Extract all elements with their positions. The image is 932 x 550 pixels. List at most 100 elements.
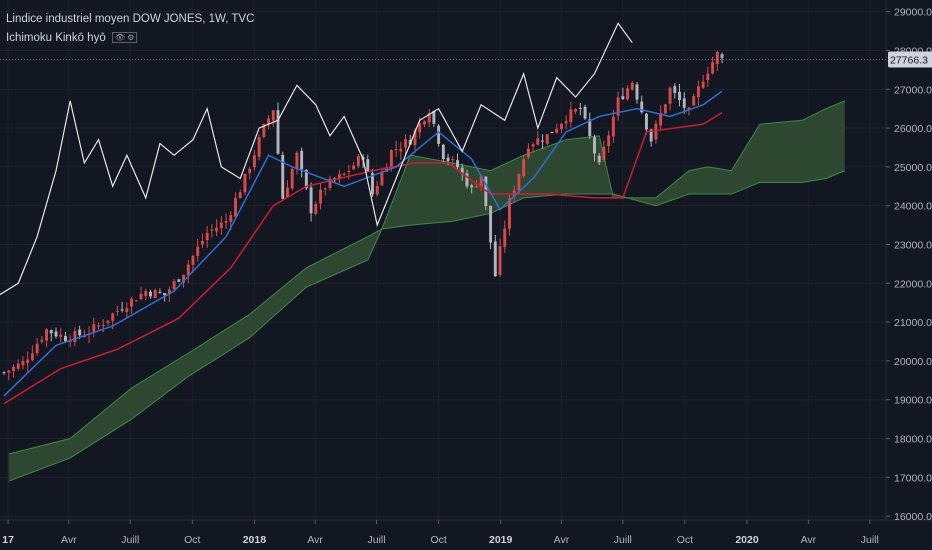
candle-up (564, 121, 568, 124)
y-tick-label: 29000.0 (894, 7, 932, 19)
candle-up (399, 148, 403, 152)
candle-up (26, 359, 30, 364)
candle-down (682, 98, 686, 108)
candle-up (663, 104, 667, 114)
candle-down (276, 110, 280, 154)
candle-up (701, 81, 705, 88)
candle-up (219, 222, 223, 229)
candle-down (460, 167, 464, 174)
ichimoku-lines (0, 22, 886, 405)
y-tick-label: 16000.0 (894, 511, 932, 523)
candle-up (285, 187, 289, 198)
candle-up (295, 152, 299, 170)
candle-up (248, 169, 252, 174)
candle-up (389, 150, 393, 169)
indicator-title[interactable]: Ichimoku Kinkō hyō 👁 ⚙ (6, 29, 254, 48)
candle-up (342, 173, 346, 175)
candle-up (413, 130, 417, 146)
candle-up (191, 255, 195, 265)
candle-up (234, 198, 237, 217)
x-tick-label: 2020 (735, 534, 759, 546)
candle-down (493, 241, 497, 277)
last-price-label: 27766.3 (890, 55, 928, 67)
candle-down (465, 173, 469, 187)
candle-down (489, 205, 493, 243)
indicator-settings-icon[interactable]: 👁 ⚙ (111, 32, 138, 43)
candle-down (49, 330, 53, 334)
candle-up (385, 167, 389, 172)
candle-up (7, 370, 11, 373)
candle-down (578, 107, 582, 109)
candle-down (163, 293, 167, 296)
candle-up (555, 128, 559, 133)
candle-up (474, 186, 478, 188)
candle-up (229, 215, 233, 222)
cloud-bullish-area (629, 100, 845, 206)
candle-up (40, 339, 44, 342)
x-tick-label: 2018 (243, 534, 267, 546)
candle-up (238, 192, 242, 199)
candle-down (177, 279, 181, 282)
x-tick-label: Avr (307, 534, 323, 546)
candle-down (588, 119, 592, 137)
candle-down (120, 309, 124, 311)
y-tick-label: 25000.0 (894, 162, 932, 174)
candle-down (281, 155, 285, 199)
candle-down (441, 144, 445, 160)
candle-up (200, 241, 204, 245)
candle-up (451, 159, 455, 161)
kijun-sen-line (3, 111, 723, 405)
symbol-title[interactable]: Lindice industriel moyen DOW JONES, 1W, … (6, 10, 254, 29)
candle-down (304, 169, 308, 189)
y-tick-label: 17000.0 (894, 472, 932, 484)
candle-up (186, 264, 190, 276)
candle-up (692, 96, 696, 106)
candle-up (337, 174, 341, 179)
candle-up (574, 109, 578, 112)
candle-up (328, 178, 332, 189)
candle-up (607, 135, 611, 147)
x-tick-label: Juill (861, 534, 879, 546)
x-tick-label: 2019 (489, 534, 513, 546)
candle-down (644, 113, 648, 130)
candle-down (78, 329, 82, 336)
candle-up (210, 229, 214, 231)
chart-legend: Lindice industriel moyen DOW JONES, 1W, … (6, 10, 254, 48)
candle-up (196, 246, 200, 256)
candle-up (545, 134, 549, 144)
y-tick-label: 23000.0 (894, 239, 932, 251)
candle-down (54, 331, 58, 337)
candle-up (508, 198, 511, 229)
candle-up (243, 173, 247, 193)
candle-down (635, 84, 639, 100)
candle-up (503, 228, 507, 247)
candle-down (640, 101, 644, 113)
candle-down (446, 157, 450, 161)
candle-up (106, 320, 110, 323)
candle-up (427, 113, 431, 123)
candle-up (30, 353, 34, 360)
candle-up (479, 175, 483, 188)
y-tick-label: 27000.0 (894, 84, 932, 96)
candle-up (602, 147, 606, 161)
candle-up (531, 144, 535, 147)
x-tick-label: Juill (367, 534, 385, 546)
candle-up (559, 123, 563, 129)
candle-up (498, 246, 502, 275)
candle-down (456, 160, 459, 168)
candle-down (621, 96, 625, 100)
candle-up (715, 51, 719, 64)
candle-up (630, 82, 634, 90)
candle-up (711, 62, 715, 74)
candle-up (356, 156, 360, 167)
candle-up (257, 137, 261, 157)
candle-up (82, 336, 86, 338)
candle-up (271, 110, 275, 121)
candle-up (687, 107, 691, 111)
candle-up (536, 138, 540, 145)
x-tick-label: Oct (184, 534, 200, 546)
candle-down (597, 155, 601, 163)
candle-up (59, 334, 63, 337)
candle-up (252, 155, 256, 168)
